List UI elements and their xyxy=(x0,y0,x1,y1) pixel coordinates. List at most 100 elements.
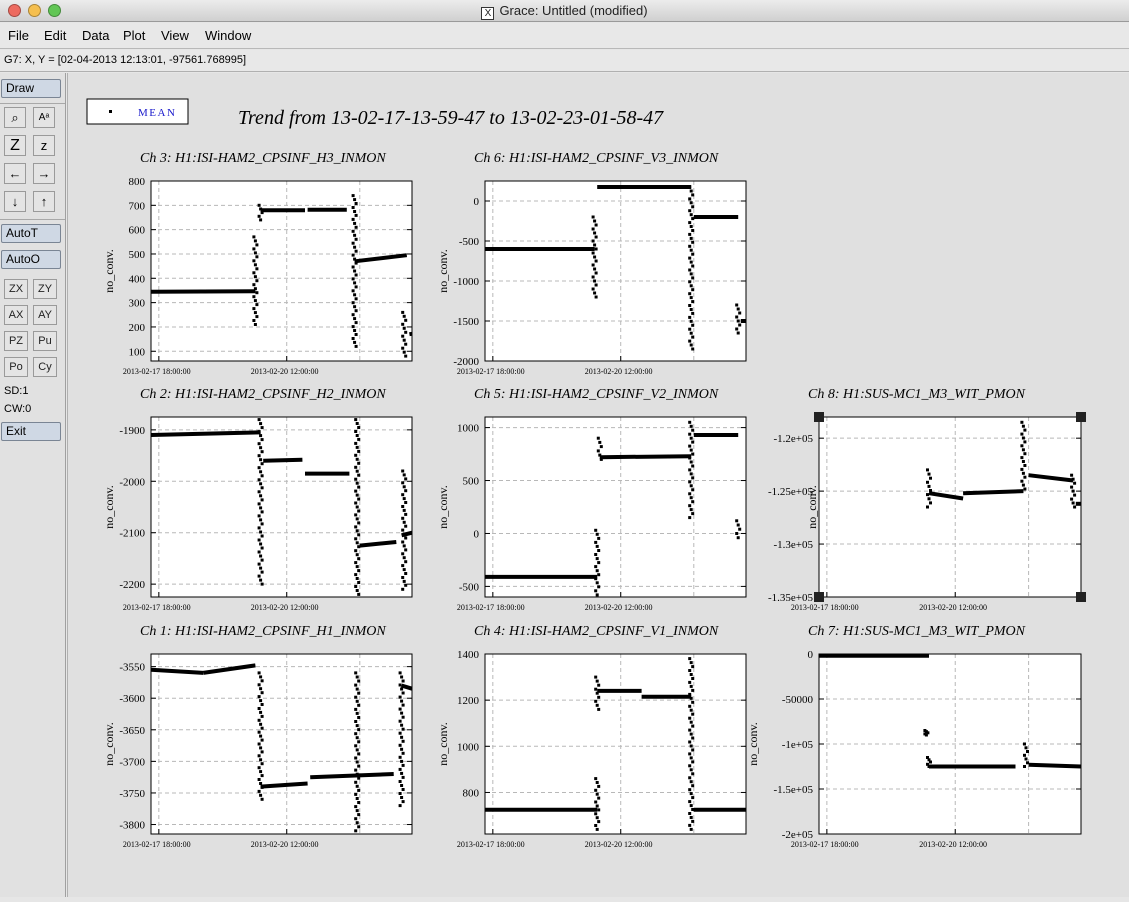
data-point xyxy=(690,308,693,311)
data-point xyxy=(737,536,740,539)
zx-button[interactable]: ZX xyxy=(4,279,28,299)
arrow-up-icon[interactable]: ↑ xyxy=(33,191,55,212)
menu-edit[interactable]: Edit xyxy=(44,28,66,43)
data-point xyxy=(690,296,693,299)
data-point xyxy=(691,241,694,244)
pu-button[interactable]: Pu xyxy=(33,331,57,351)
data-point xyxy=(1072,502,1075,505)
data-point xyxy=(401,311,404,314)
data-point xyxy=(352,277,355,280)
data-point xyxy=(1072,478,1075,481)
plot-canvas[interactable]: MEAN Trend from 13-02-17-13-59-47 to 13-… xyxy=(67,73,1129,897)
selection-handle[interactable] xyxy=(814,412,824,422)
plot-area[interactable]: MEAN Trend from 13-02-17-13-59-47 to 13-… xyxy=(68,73,1129,897)
arrow-down-icon[interactable]: ↓ xyxy=(4,191,26,212)
x-tick-label: 2013-02-20 12:00:00 xyxy=(251,840,319,849)
data-point xyxy=(356,688,359,691)
data-point xyxy=(356,761,359,764)
data-point xyxy=(594,777,597,780)
data-point xyxy=(688,800,691,803)
menu-plot[interactable]: Plot xyxy=(123,28,145,43)
menu-data[interactable]: Data xyxy=(82,28,109,43)
menu-file[interactable]: File xyxy=(8,28,29,43)
zoom-icon[interactable]: ⌕ xyxy=(4,107,26,128)
data-point xyxy=(688,657,691,660)
exit-button[interactable]: Exit xyxy=(1,422,61,441)
data-point xyxy=(357,462,360,465)
data-point xyxy=(357,777,360,780)
data-point xyxy=(399,792,402,795)
data-point xyxy=(691,465,694,468)
data-point xyxy=(357,680,360,683)
data-point xyxy=(355,333,358,336)
cy-button[interactable]: Cy xyxy=(33,357,57,377)
y-tick-label: -3700 xyxy=(119,756,145,768)
ax-button[interactable]: AX xyxy=(4,305,28,325)
data-point xyxy=(691,312,694,315)
data-point xyxy=(928,485,931,488)
selection-handle[interactable] xyxy=(1076,592,1086,602)
ay-button[interactable]: AY xyxy=(33,305,57,325)
data-point xyxy=(735,328,738,331)
zy-button[interactable]: ZY xyxy=(33,279,57,299)
data-point xyxy=(401,481,404,484)
selection-handle[interactable] xyxy=(1076,412,1086,422)
y-tick-label: -2200 xyxy=(119,579,145,591)
data-point xyxy=(738,528,741,531)
data-point xyxy=(929,761,932,764)
data-point xyxy=(402,800,405,803)
page-title: Trend from 13-02-17-13-59-47 to 13-02-23… xyxy=(238,107,664,129)
data-point xyxy=(261,510,264,513)
data-point xyxy=(353,222,356,225)
text-icon[interactable]: Aᵃ xyxy=(33,107,55,128)
draw-button[interactable]: Draw xyxy=(1,79,61,98)
data-point xyxy=(597,797,600,800)
data-point xyxy=(691,677,694,680)
data-point xyxy=(688,480,691,483)
zoom-in-icon[interactable]: Z xyxy=(4,135,26,156)
zoom-out-icon[interactable]: z xyxy=(33,135,55,156)
data-point xyxy=(258,442,261,445)
data-point xyxy=(690,201,693,204)
data-point xyxy=(596,692,599,695)
data-point xyxy=(737,320,740,323)
y-tick-label: 1000 xyxy=(457,741,480,753)
data-point xyxy=(354,805,357,808)
data-point xyxy=(261,691,264,694)
chart-background xyxy=(819,417,1081,597)
x-tick-label: 2013-02-17 18:00:00 xyxy=(123,603,191,612)
menu-view[interactable]: View xyxy=(161,28,189,43)
autoscale-o-button[interactable]: AutoO xyxy=(1,250,61,269)
data-point xyxy=(354,720,357,723)
autoscale-t-button[interactable]: AutoT xyxy=(1,224,61,243)
data-point xyxy=(399,804,402,807)
data-point xyxy=(688,197,691,200)
data-point xyxy=(354,502,357,505)
data-point xyxy=(403,351,406,354)
data-point xyxy=(353,293,356,296)
data-point xyxy=(1022,448,1025,451)
data-point xyxy=(688,516,691,519)
menu-window[interactable]: Window xyxy=(205,28,251,43)
arrow-left-icon[interactable]: ← xyxy=(4,163,26,184)
data-point xyxy=(259,458,262,461)
data-point xyxy=(593,268,596,271)
data-point xyxy=(259,579,262,582)
data-point xyxy=(690,449,693,452)
data-point xyxy=(354,696,357,699)
x-tick-label: 2013-02-20 12:00:00 xyxy=(919,603,987,612)
po-button[interactable]: Po xyxy=(4,357,28,377)
data-point xyxy=(598,454,601,457)
data-point xyxy=(1020,480,1023,483)
data-point xyxy=(259,675,262,678)
y-tick-label: -500 xyxy=(459,236,480,248)
data-point xyxy=(352,230,355,233)
data-point xyxy=(259,782,262,785)
pz-button[interactable]: PZ xyxy=(4,331,28,351)
arrow-right-icon[interactable]: → xyxy=(33,163,55,184)
selection-handle[interactable] xyxy=(814,592,824,602)
data-point xyxy=(357,752,360,755)
data-point xyxy=(688,269,691,272)
data-point xyxy=(690,225,693,228)
data-point xyxy=(691,784,694,787)
